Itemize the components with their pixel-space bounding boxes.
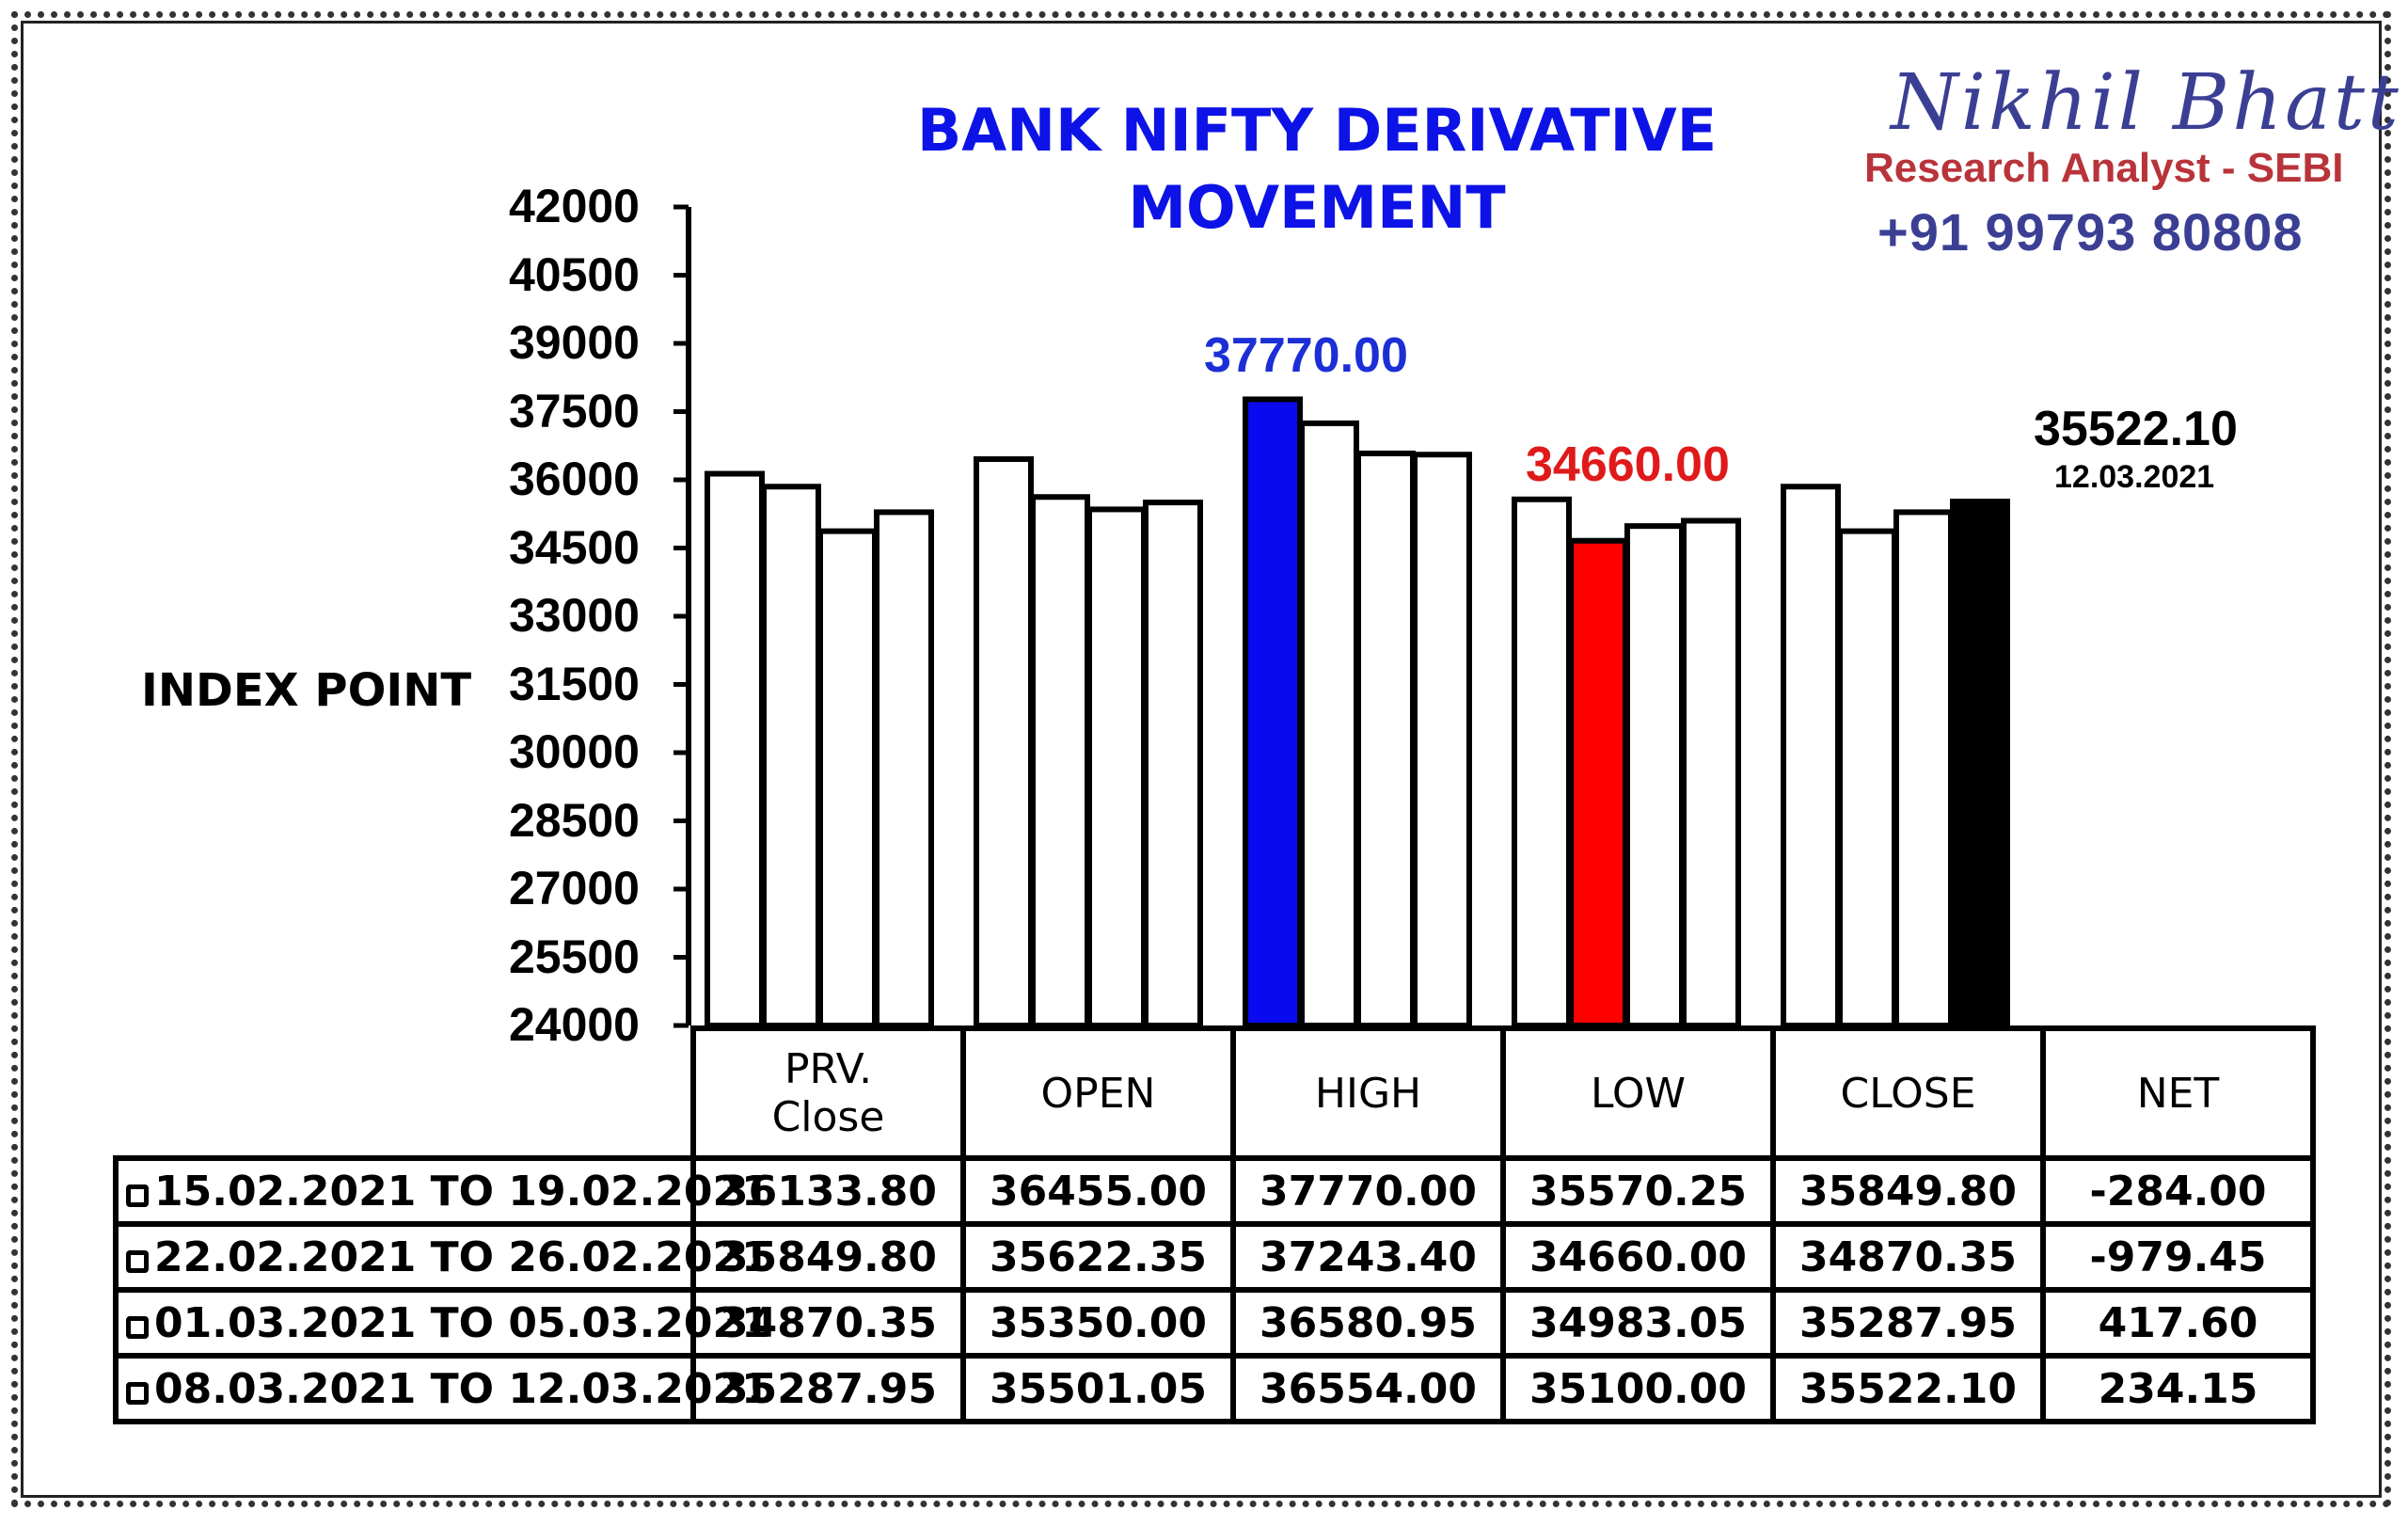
bar-low-week-4 bbox=[1681, 517, 1741, 1028]
brand-name: Nikhil Bhatt bbox=[1891, 58, 2401, 148]
table-header-low: LOW bbox=[1500, 1025, 1776, 1161]
bar-low-week-3 bbox=[1624, 523, 1685, 1028]
period-cell: 22.02.2021 TO 26.02.2021 bbox=[113, 1221, 770, 1293]
table-header-close: CLOSE bbox=[1770, 1025, 2046, 1161]
inner-frame bbox=[21, 21, 2382, 1498]
legend-square-icon bbox=[126, 1249, 149, 1273]
close-value-annotation: 35522.10 bbox=[2034, 402, 2238, 456]
cell-low: 35100.00 bbox=[1500, 1353, 1776, 1424]
y-tick-label: 39000 bbox=[508, 316, 640, 369]
y-tick-label: 34500 bbox=[508, 520, 640, 574]
cell-close: 35849.80 bbox=[1770, 1155, 2046, 1227]
table-header-prv-close: PRV. Close bbox=[690, 1025, 966, 1161]
cell-prv-close: 36133.80 bbox=[690, 1155, 966, 1227]
bar-close-week-3 bbox=[1893, 509, 1954, 1028]
table-row: 08.03.2021 TO 12.03.2021 35287.95 35501.… bbox=[113, 1353, 2316, 1424]
bar-high-week-3 bbox=[1355, 450, 1416, 1028]
cell-net: -284.00 bbox=[2040, 1155, 2316, 1227]
bar-low-week-2 bbox=[1568, 537, 1628, 1028]
cell-high: 37770.00 bbox=[1230, 1155, 1506, 1227]
period-label: 08.03.2021 TO 12.03.2021 bbox=[154, 1364, 770, 1413]
period-label: 15.02.2021 TO 19.02.2021 bbox=[154, 1167, 770, 1216]
y-tick-label: 40500 bbox=[508, 247, 640, 301]
y-tick-label: 42000 bbox=[508, 180, 640, 232]
y-tick-label: 27000 bbox=[508, 862, 640, 914]
bar-open-week-2 bbox=[1030, 494, 1090, 1028]
header-prv-close-text: PRV. Close bbox=[771, 1045, 885, 1141]
y-tick-label: 28500 bbox=[508, 793, 640, 847]
cell-net: 417.60 bbox=[2040, 1287, 2316, 1359]
legend-square-icon bbox=[126, 1381, 149, 1405]
close-date-annotation: 12.03.2021 bbox=[2054, 459, 2215, 495]
y-tick-label: 30000 bbox=[508, 725, 640, 778]
cell-net: -979.45 bbox=[2040, 1221, 2316, 1293]
y-tick-label: 33000 bbox=[508, 589, 640, 642]
bar-prv-close-week-2 bbox=[761, 484, 821, 1028]
bar-prv-close-week-1 bbox=[705, 470, 765, 1028]
bar-low-week-1 bbox=[1512, 496, 1572, 1028]
bar-open-week-3 bbox=[1086, 506, 1147, 1028]
y-tick-label: 31500 bbox=[508, 657, 640, 710]
bar-prv-close-week-4 bbox=[874, 509, 934, 1028]
cell-close: 35287.95 bbox=[1770, 1287, 2046, 1359]
table-row: 22.02.2021 TO 26.02.2021 35849.80 35622.… bbox=[113, 1221, 2316, 1293]
table-header-open: OPEN bbox=[960, 1025, 1236, 1161]
cell-open: 36455.00 bbox=[960, 1155, 1236, 1227]
table-row: 01.03.2021 TO 05.03.2021 34870.35 35350.… bbox=[113, 1287, 2316, 1359]
cell-low: 34660.00 bbox=[1500, 1221, 1776, 1293]
period-cell: 01.03.2021 TO 05.03.2021 bbox=[113, 1287, 770, 1359]
period-label: 01.03.2021 TO 05.03.2021 bbox=[154, 1298, 770, 1347]
bar-open-week-4 bbox=[1143, 500, 1203, 1028]
cell-high: 37243.40 bbox=[1230, 1221, 1506, 1293]
cell-open: 35350.00 bbox=[960, 1287, 1236, 1359]
bar-open-week-1 bbox=[974, 456, 1034, 1028]
period-cell: 15.02.2021 TO 19.02.2021 bbox=[113, 1155, 770, 1227]
brand-phone: +91 99793 80808 bbox=[1877, 202, 2304, 262]
y-tick-label: 36000 bbox=[508, 453, 640, 505]
period-cell: 08.03.2021 TO 12.03.2021 bbox=[113, 1353, 770, 1424]
bar-high-week-1 bbox=[1243, 396, 1303, 1028]
bar-close-week-4 bbox=[1950, 499, 2010, 1028]
bar-close-week-1 bbox=[1781, 484, 1841, 1028]
legend-square-icon bbox=[126, 1184, 149, 1207]
cell-low: 34983.05 bbox=[1500, 1287, 1776, 1359]
table-header-blank bbox=[116, 1028, 696, 1158]
table-row: 15.02.2021 TO 19.02.2021 36133.80 36455.… bbox=[113, 1155, 2316, 1227]
cell-open: 35501.05 bbox=[960, 1353, 1236, 1424]
bar-prv-close-week-3 bbox=[817, 528, 878, 1028]
cell-open: 35622.35 bbox=[960, 1221, 1236, 1293]
cell-high: 36554.00 bbox=[1230, 1353, 1506, 1424]
y-tick-label: 37500 bbox=[508, 384, 640, 437]
low-value-annotation: 34660.00 bbox=[1526, 437, 1730, 492]
outer-dotted-frame bbox=[11, 11, 2391, 1507]
table-header-net: NET bbox=[2040, 1025, 2316, 1161]
cell-close: 34870.35 bbox=[1770, 1221, 2046, 1293]
cell-high: 36580.95 bbox=[1230, 1287, 1506, 1359]
bar-close-week-2 bbox=[1837, 528, 1897, 1028]
bar-high-week-4 bbox=[1412, 452, 1472, 1028]
cell-net: 234.15 bbox=[2040, 1353, 2316, 1424]
chart-title: BANK NIFTY DERIVATIVE MOVEMENT bbox=[894, 92, 1740, 246]
y-axis-label: INDEX POINT bbox=[141, 664, 472, 717]
brand-role: Research Analyst - SEBI bbox=[1864, 145, 2344, 191]
table-header-high: HIGH bbox=[1230, 1025, 1506, 1161]
high-value-annotation: 37770.00 bbox=[1204, 328, 1408, 383]
y-tick-label: 25500 bbox=[508, 930, 640, 983]
period-label: 22.02.2021 TO 26.02.2021 bbox=[154, 1232, 770, 1281]
cell-close: 35522.10 bbox=[1770, 1353, 2046, 1424]
cell-low: 35570.25 bbox=[1500, 1155, 1776, 1227]
chart-title-line2: MOVEMENT bbox=[1128, 173, 1506, 242]
cell-prv-close: 35287.95 bbox=[690, 1353, 966, 1424]
bar-high-week-2 bbox=[1299, 420, 1359, 1028]
chart-title-line1: BANK NIFTY DERIVATIVE bbox=[916, 96, 1718, 165]
cell-prv-close: 34870.35 bbox=[690, 1287, 966, 1359]
table-header-row: PRV. Close OPEN HIGH LOW CLOSE NET bbox=[116, 1025, 2316, 1161]
cell-prv-close: 35849.80 bbox=[690, 1221, 966, 1293]
data-table: PRV. Close OPEN HIGH LOW CLOSE NET 15.02… bbox=[113, 1025, 2316, 1424]
legend-square-icon bbox=[126, 1315, 149, 1339]
